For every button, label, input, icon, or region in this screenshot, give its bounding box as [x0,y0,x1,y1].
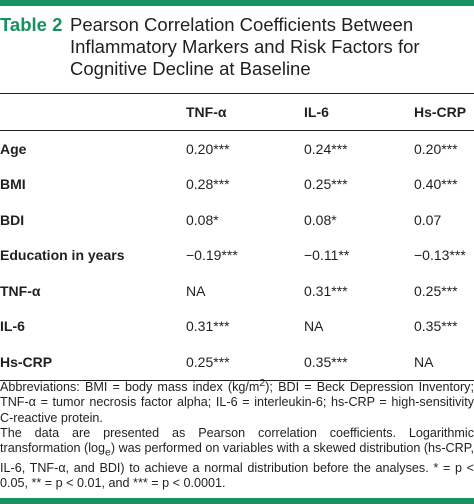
bottom-accent-bar [0,498,474,504]
table-cell: 0.40*** [414,176,458,193]
table-row: Age 0.20*** 0.24*** 0.20*** [0,131,474,167]
table-cell: 0.24*** [304,140,348,157]
row-label: BDI [0,211,25,228]
table-cell: 0.20*** [414,140,458,157]
table-row: Education in years −0.19*** −0.11** −0.1… [0,238,474,274]
table-title-line: Cognitive Decline at Baseline [70,58,311,79]
table-cell: 0.35*** [414,318,458,335]
data-note: The data are presented as Pearson correl… [0,426,474,492]
table-cell: −0.13*** [414,247,466,264]
table-title: Pearson Correlation Coefficients Between… [70,14,470,80]
data-note-text: The data are presented as Pearson correl… [0,426,474,456]
table-row: TNF-α NA 0.31*** 0.25*** [0,273,474,309]
abbreviations-note: Abbreviations: BMI = body mass index (kg… [0,376,474,426]
subscript: e [105,446,111,459]
data-note-text: ) was performed on variables with a skew… [0,441,474,491]
table-row: IL-6 0.31*** NA 0.35*** [0,309,474,345]
table-title-line: Pearson Correlation Coefficients Between [70,14,414,35]
table-row: BMI 0.28*** 0.25*** 0.40*** [0,167,474,203]
table-cell: 0.25*** [414,282,458,299]
row-label: Education in years [0,247,125,264]
abbreviations-text: Abbreviations: BMI = body mass index (kg… [0,380,260,395]
table-cell: 0.31*** [304,282,348,299]
table-cell: −0.11** [304,247,350,264]
table-cell: NA [304,318,324,335]
header-cell-hs-crp: Hs-CRP [414,104,467,120]
table-cell: 0.20*** [186,140,230,157]
table-cell: 0.08* [186,211,219,228]
correlation-table: TNF-α IL-6 Hs-CRP Age 0.20*** 0.24*** 0.… [0,94,474,381]
table-header-row: TNF-α IL-6 Hs-CRP [0,94,474,131]
table-cell: 0.31*** [186,318,230,335]
table-row: BDI 0.08* 0.08* 0.07 [0,202,474,238]
table-title-line: Inflammatory Markers and Risk Factors fo… [70,36,420,57]
table-cell: 0.08* [304,211,337,228]
table-top-rule [0,93,474,94]
table-cell: 0.25*** [304,176,348,193]
top-accent-bar [0,0,474,6]
table-footnotes: Abbreviations: BMI = body mass index (kg… [0,376,474,492]
table-cell: 0.07 [414,211,442,228]
superscript: 2 [259,377,266,389]
table-cell: −0.19*** [186,247,238,264]
table-cell: 0.35*** [304,353,348,370]
header-cell-empty [0,94,186,131]
row-label: IL-6 [0,318,25,335]
header-cell-tnf-alpha: TNF-α [186,104,227,120]
row-label: Age [0,140,27,157]
header-cell-il-6: IL-6 [304,104,329,120]
table-cell: NA [186,282,206,299]
table-number-label: Table 2 [0,14,63,35]
table-row: Hs-CRP 0.25*** 0.35*** NA [0,344,474,380]
row-label: TNF-α [0,282,41,299]
table-cell: NA [414,353,434,370]
row-label: Hs-CRP [0,353,53,370]
row-label: BMI [0,176,26,193]
abbreviations-text: ); BDI = Beck Depression Inventory; TNF-… [0,380,474,425]
table-cell: 0.25*** [186,353,230,370]
table-cell: 0.28*** [186,176,230,193]
